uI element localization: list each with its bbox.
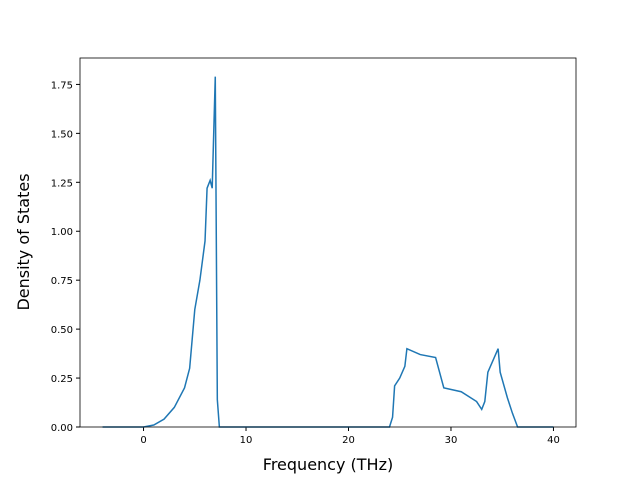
x-axis-label: Frequency (THz) (263, 455, 393, 474)
data-line (102, 76, 554, 428)
y-tick-label: 0.25 (51, 374, 73, 385)
y-tick-label: 0.75 (51, 276, 73, 287)
x-tick-label: 10 (240, 435, 253, 446)
plot-frame (79, 57, 577, 428)
y-tick-label: 1.25 (51, 178, 73, 189)
x-tick-label: 30 (445, 435, 458, 446)
x-tick-label: 40 (547, 435, 560, 446)
x-tick-label: 0 (140, 435, 146, 446)
y-tick-label: 1.50 (51, 129, 73, 140)
x-tick-label: 20 (342, 435, 355, 446)
y-tick-label: 0.00 (51, 423, 73, 434)
y-tick-label: 1.75 (51, 80, 73, 91)
y-axis-label: Density of States (14, 173, 33, 310)
y-tick-label: 0.50 (51, 325, 73, 336)
y-tick-label: 1.00 (51, 227, 73, 238)
